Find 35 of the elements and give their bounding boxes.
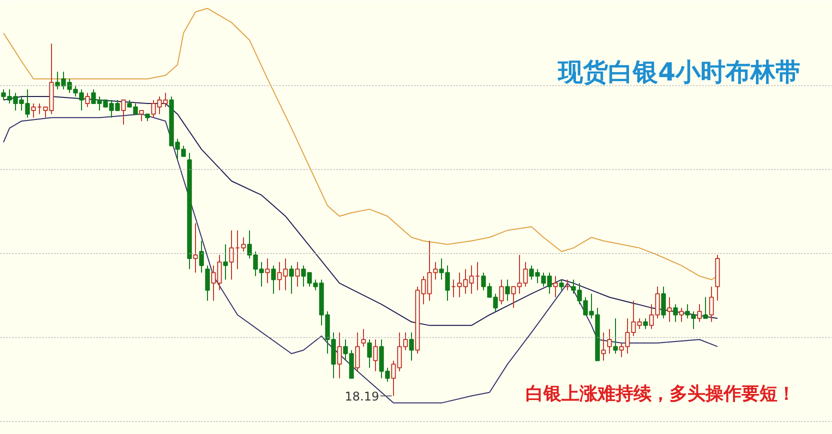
candlestick	[295, 262, 300, 288]
candlestick	[121, 99, 126, 126]
candlestick	[559, 279, 564, 291]
candlestick	[553, 276, 558, 298]
candlestick	[355, 332, 360, 372]
candlestick	[499, 279, 504, 305]
candlestick	[697, 304, 702, 322]
candlestick	[613, 318, 618, 354]
candlestick	[223, 244, 228, 280]
candlestick	[505, 279, 510, 302]
candlestick	[367, 339, 372, 368]
candlestick	[709, 286, 714, 322]
candlestick	[265, 258, 270, 284]
candlestick	[361, 328, 366, 348]
candlestick	[601, 332, 606, 362]
candlestick	[673, 304, 678, 322]
candlestick	[193, 222, 198, 274]
candlestick	[85, 92, 90, 108]
candlestick	[373, 339, 378, 372]
candlestick	[199, 240, 204, 274]
candlestick	[271, 265, 276, 294]
candlestick	[205, 265, 210, 302]
candlestick	[607, 328, 612, 354]
candlestick	[139, 110, 144, 122]
candlestick	[337, 332, 342, 379]
candlestick	[409, 332, 414, 362]
annotation: 18.19	[344, 389, 380, 404]
candlestick	[643, 318, 648, 330]
candlestick	[667, 296, 672, 322]
candlestick	[679, 307, 684, 322]
candlestick	[661, 286, 666, 319]
candlestick	[289, 265, 294, 294]
candlestick	[703, 296, 708, 319]
text: 现货白银4小时布林带	[557, 58, 801, 86]
annotation: 白银上涨难持续，多头操作要短！	[526, 384, 796, 404]
